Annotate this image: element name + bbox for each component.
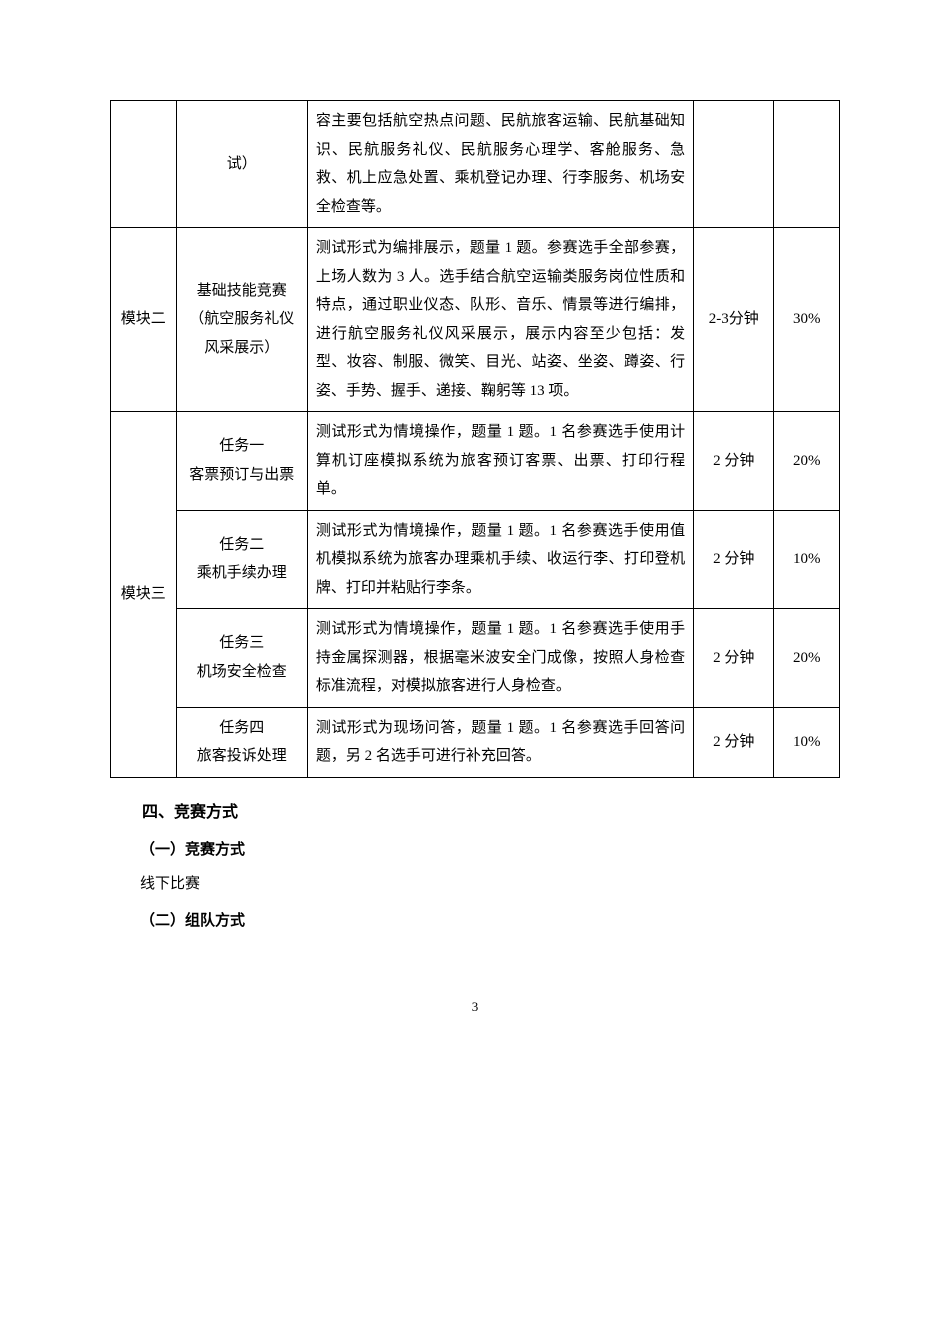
weight-cell: 10% bbox=[774, 707, 840, 777]
task-cell: 基础技能竞赛（航空服务礼仪风采展示） bbox=[176, 228, 307, 412]
sub-heading-2: （二）组队方式 bbox=[110, 907, 840, 936]
time-cell: 2-3分钟 bbox=[694, 228, 774, 412]
task-cell: 试） bbox=[176, 101, 307, 228]
task-cell: 任务四 旅客投诉处理 bbox=[176, 707, 307, 777]
task-cell: 任务一 客票预订与出票 bbox=[176, 412, 307, 511]
desc-cell: 容主要包括航空热点问题、民航旅客运输、民航基础知识、民航服务礼仪、民航服务心理学… bbox=[307, 101, 693, 228]
module-cell: 模块三 bbox=[111, 412, 177, 778]
time-cell bbox=[694, 101, 774, 228]
table-row: 任务三 机场安全检查 测试形式为情境操作，题量 1 题。1 名参赛选手使用手持金… bbox=[111, 609, 840, 708]
table-row: 任务二 乘机手续办理 测试形式为情境操作，题量 1 题。1 名参赛选手使用值机模… bbox=[111, 510, 840, 609]
table-row: 试） 容主要包括航空热点问题、民航旅客运输、民航基础知识、民航服务礼仪、民航服务… bbox=[111, 101, 840, 228]
page-number: 3 bbox=[110, 995, 840, 1020]
time-cell: 2 分钟 bbox=[694, 707, 774, 777]
time-cell: 2 分钟 bbox=[694, 412, 774, 511]
desc-cell: 测试形式为现场问答，题量 1 题。1 名参赛选手回答问题，另 2 名选手可进行补… bbox=[307, 707, 693, 777]
weight-cell bbox=[774, 101, 840, 228]
sub-heading-1: （一）竞赛方式 bbox=[110, 836, 840, 865]
module-cell: 模块二 bbox=[111, 228, 177, 412]
body-text-1: 线下比赛 bbox=[110, 870, 840, 899]
section-heading-4: 四、竞赛方式 bbox=[110, 798, 840, 828]
time-cell: 2 分钟 bbox=[694, 510, 774, 609]
competition-table: 试） 容主要包括航空热点问题、民航旅客运输、民航基础知识、民航服务礼仪、民航服务… bbox=[110, 100, 840, 778]
table-row: 模块三 任务一 客票预订与出票 测试形式为情境操作，题量 1 题。1 名参赛选手… bbox=[111, 412, 840, 511]
weight-cell: 20% bbox=[774, 609, 840, 708]
table-row: 任务四 旅客投诉处理 测试形式为现场问答，题量 1 题。1 名参赛选手回答问题，… bbox=[111, 707, 840, 777]
task-cell: 任务三 机场安全检查 bbox=[176, 609, 307, 708]
desc-cell: 测试形式为编排展示，题量 1 题。参赛选手全部参赛，上场人数为 3 人。选手结合… bbox=[307, 228, 693, 412]
desc-cell: 测试形式为情境操作，题量 1 题。1 名参赛选手使用计算机订座模拟系统为旅客预订… bbox=[307, 412, 693, 511]
task-cell: 任务二 乘机手续办理 bbox=[176, 510, 307, 609]
desc-cell: 测试形式为情境操作，题量 1 题。1 名参赛选手使用手持金属探测器，根据毫米波安… bbox=[307, 609, 693, 708]
desc-cell: 测试形式为情境操作，题量 1 题。1 名参赛选手使用值机模拟系统为旅客办理乘机手… bbox=[307, 510, 693, 609]
weight-cell: 20% bbox=[774, 412, 840, 511]
weight-cell: 10% bbox=[774, 510, 840, 609]
module-cell bbox=[111, 101, 177, 228]
time-cell: 2 分钟 bbox=[694, 609, 774, 708]
table-row: 模块二 基础技能竞赛（航空服务礼仪风采展示） 测试形式为编排展示，题量 1 题。… bbox=[111, 228, 840, 412]
weight-cell: 30% bbox=[774, 228, 840, 412]
